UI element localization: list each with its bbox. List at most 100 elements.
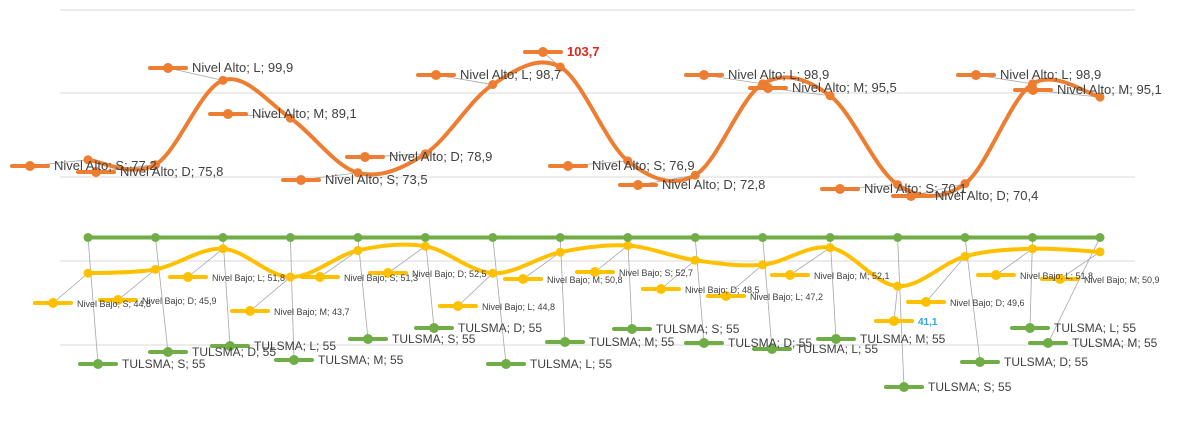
point-alto-0 (83, 155, 93, 165)
leader-line (694, 237, 705, 344)
data-label-alto-5: Nivel Alto; D; 78,9 (389, 149, 492, 164)
data-label-alto-2: Nivel Alto; L; 99,9 (192, 60, 293, 75)
label-key-dot (899, 382, 909, 392)
data-label-bajo-12: 41,1 (918, 317, 938, 328)
label-key-dot (991, 270, 1001, 280)
data-label-alto-10: Nivel Alto; L; 98,9 (728, 67, 829, 82)
label-key-dot (183, 272, 193, 282)
label-key-dot (431, 70, 441, 80)
leader-line (457, 272, 494, 307)
point-alto-13 (960, 179, 970, 189)
data-label-bajo-11: Nivel Bajo; M; 52,1 (814, 271, 890, 281)
leader-line (1047, 237, 1101, 344)
point-bajo-12 (893, 281, 903, 291)
point-bajo-14 (1028, 244, 1038, 254)
label-key-dot (245, 306, 255, 316)
point-bajo-10 (758, 260, 768, 270)
point-tulsma-14 (1028, 233, 1038, 242)
leader-line (829, 237, 837, 340)
data-label-alto-8: Nivel Alto; S; 76,9 (592, 158, 695, 173)
point-bajo-0 (83, 268, 93, 278)
data-label-bajo-6: Nivel Bajo; L; 44,8 (482, 302, 555, 312)
leader-line (290, 237, 295, 361)
data-label-bajo-3: Nivel Bajo; M; 43,7 (274, 307, 350, 317)
data-label-alto-9: Nivel Alto; D; 72,8 (662, 177, 765, 192)
data-label-alto-11: Nivel Alto; M; 95,5 (792, 80, 897, 95)
data-label-tulsma-11: TULSMA; M; 55 (860, 332, 946, 346)
data-label-tulsma-0: TULSMA; S; 55 (122, 357, 206, 371)
data-label-bajo-1: Nivel Bajo; D; 45,9 (142, 296, 217, 306)
label-key-dot (1028, 85, 1038, 95)
point-bajo-4 (353, 245, 363, 255)
label-key-dot (633, 180, 643, 190)
label-key-dot (113, 295, 123, 305)
point-bajo-7 (555, 247, 565, 257)
leader-line (995, 248, 1033, 276)
leader-line (492, 237, 507, 365)
label-key-dot (93, 359, 103, 369)
label-key-dot (563, 161, 573, 171)
label-key-dot (91, 167, 101, 177)
label-key-dot (627, 324, 637, 334)
label-key-dot (889, 316, 899, 326)
point-alto-7 (555, 62, 565, 72)
data-label-bajo-8: Nivel Bajo; S; 52,7 (619, 268, 693, 278)
point-alto-12 (893, 180, 903, 190)
label-key-dot (835, 184, 845, 194)
data-label-tulsma-5: TULSMA; D; 55 (458, 321, 542, 335)
label-key-dot (163, 347, 173, 357)
label-key-dot (971, 70, 981, 80)
label-key-dot (763, 83, 773, 93)
point-tulsma-3 (285, 233, 295, 242)
data-label-tulsma-12: TULSMA; S; 55 (928, 380, 1012, 394)
data-label-tulsma-15: TULSMA; M; 55 (1072, 336, 1158, 350)
point-tulsma-5 (420, 233, 430, 242)
point-bajo-13 (960, 251, 970, 261)
data-label-bajo-2: Nivel Bajo; L; 51,8 (212, 273, 285, 283)
data-label-bajo-15: Nivel Bajo; M; 50,9 (1084, 275, 1160, 285)
point-alto-8 (623, 156, 633, 166)
point-alto-3 (285, 113, 295, 123)
label-key-dot (1043, 338, 1053, 348)
point-tulsma-15 (1095, 233, 1105, 242)
data-label-alto-4: Nivel Alto; S; 73,5 (325, 172, 428, 187)
label-key-dot (767, 344, 777, 354)
label-key-dot (975, 357, 985, 367)
point-bajo-8 (623, 241, 633, 251)
label-key-dot (538, 47, 548, 57)
point-alto-6 (488, 80, 498, 90)
point-tulsma-1 (150, 233, 160, 242)
point-alto-1 (150, 160, 160, 170)
leader-line (762, 237, 773, 350)
leader-line (249, 276, 291, 312)
point-tulsma-0 (83, 233, 93, 242)
leader-line (387, 245, 426, 274)
point-alto-4 (353, 168, 363, 178)
point-tulsma-9 (690, 233, 700, 242)
data-label-tulsma-10: TULSMA; L; 55 (796, 342, 878, 356)
label-key-dot (225, 341, 235, 351)
label-key-dot (721, 291, 731, 301)
data-label-tulsma-1: TULSMA; D; 55 (192, 345, 276, 359)
label-key-dot (383, 268, 393, 278)
label-key-dot (296, 175, 306, 185)
point-bajo-15 (1095, 247, 1105, 257)
data-label-bajo-5: Nivel Bajo; D; 52,5 (412, 269, 487, 279)
data-label-tulsma-14: TULSMA; L; 55 (1054, 321, 1136, 335)
label-key-dot (1055, 274, 1065, 284)
label-key-dot (1025, 323, 1035, 333)
leader-line (594, 245, 628, 273)
data-label-alto-6: Nivel Alto; L; 98,7 (460, 67, 561, 82)
leader-line (1059, 251, 1101, 280)
label-markers (10, 47, 1080, 392)
data-label-bajo-0: Nivel Bajo; S; 44,8 (77, 299, 151, 309)
label-key-dot (921, 297, 931, 307)
point-bajo-6 (488, 268, 498, 278)
leader-line (897, 237, 905, 388)
series-lines (83, 60, 1105, 291)
leader-line (87, 237, 99, 365)
point-alto-11 (825, 91, 835, 101)
point-alto-5 (420, 149, 430, 159)
